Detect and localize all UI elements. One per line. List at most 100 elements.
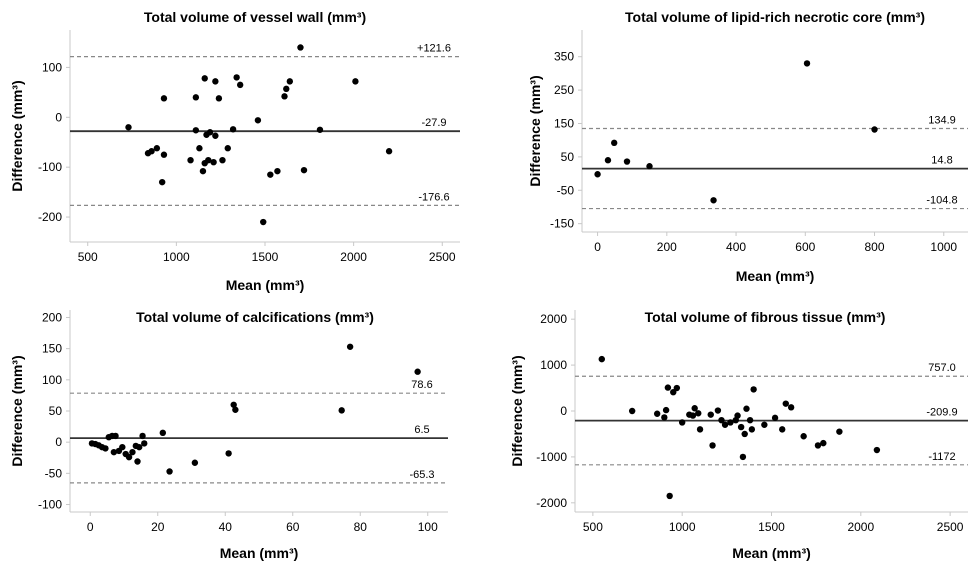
- data-point: [125, 453, 133, 461]
- data-point: [727, 419, 734, 426]
- data-point: [709, 442, 716, 449]
- data-point: [707, 411, 714, 418]
- data-point: [110, 448, 118, 456]
- data-point: [779, 426, 786, 433]
- data-point: [604, 157, 612, 164]
- data-point: [653, 410, 661, 417]
- y-tick-label: -200: [38, 210, 62, 224]
- data-point: [254, 117, 262, 124]
- y-tick-label: -100: [38, 498, 62, 512]
- data-point: [160, 95, 168, 102]
- y-tick-label: -1000: [536, 450, 567, 464]
- data-point: [316, 126, 324, 133]
- data-point: [125, 124, 132, 131]
- x-axis-label: Mean (mm³): [226, 277, 305, 293]
- data-point: [224, 145, 231, 152]
- y-tick-label: 50: [49, 404, 63, 418]
- x-tick-label: 1000: [669, 520, 696, 534]
- data-point: [714, 407, 722, 414]
- x-tick-label: 600: [795, 240, 815, 254]
- chart-title: Total volume of fibrous tissue (mm³): [645, 309, 886, 325]
- data-point: [385, 148, 393, 155]
- data-point: [229, 126, 237, 133]
- data-point: [594, 171, 601, 178]
- data-point: [281, 93, 288, 100]
- data-point: [160, 151, 168, 158]
- y-tick-label: 150: [554, 116, 574, 130]
- data-point: [192, 94, 200, 101]
- y-tick-label: 0: [560, 404, 567, 418]
- mean-difference-label: -209.9: [926, 407, 957, 419]
- data-point: [761, 421, 768, 428]
- chart-panel-vessel-wall: Total volume of vessel wall (mm³)1000-10…: [9, 9, 460, 293]
- data-point: [119, 443, 126, 451]
- data-point: [233, 74, 240, 81]
- x-tick-label: 0: [594, 240, 601, 254]
- data-point: [192, 127, 200, 134]
- data-point: [141, 440, 148, 447]
- data-point: [748, 426, 756, 433]
- data-point: [201, 75, 208, 82]
- x-tick-label: 1500: [252, 250, 279, 264]
- data-point: [210, 158, 217, 166]
- chart-title: Total volume of lipid-rich necrotic core…: [625, 9, 925, 25]
- data-point: [695, 410, 702, 417]
- data-point: [666, 492, 673, 500]
- data-point: [750, 386, 757, 393]
- x-tick-label: 1000: [163, 250, 190, 264]
- data-point: [873, 446, 881, 454]
- y-tick-label: 0: [55, 435, 62, 449]
- data-point: [664, 384, 672, 391]
- data-point: [678, 419, 686, 426]
- data-point: [623, 158, 631, 165]
- x-tick-label: 2000: [340, 250, 367, 264]
- x-tick-label: 2500: [429, 250, 456, 264]
- data-point: [297, 44, 304, 51]
- data-point: [196, 145, 203, 152]
- data-point: [673, 384, 681, 392]
- x-tick-label: 60: [286, 520, 300, 534]
- x-tick-label: 500: [78, 250, 98, 264]
- data-point: [267, 171, 274, 178]
- data-point: [283, 85, 290, 93]
- data-point: [739, 453, 747, 461]
- y-tick-label: -50: [45, 466, 63, 480]
- data-point: [158, 178, 166, 186]
- mean-difference-label: 14.8: [931, 155, 952, 167]
- y-tick-label: 0: [55, 110, 62, 124]
- data-point: [300, 166, 308, 174]
- y-axis-label: Difference (mm³): [527, 75, 543, 186]
- data-point: [628, 407, 636, 415]
- data-point: [803, 60, 811, 67]
- data-point: [746, 416, 754, 424]
- y-tick-label: 1000: [540, 358, 567, 372]
- data-point: [274, 167, 281, 175]
- mean-difference-label: -27.9: [421, 117, 446, 129]
- data-point: [129, 448, 136, 456]
- data-point: [236, 81, 244, 89]
- chart-panel-calcifications: Total volume of calcifications (mm³)2001…: [9, 309, 448, 561]
- data-point: [737, 423, 745, 431]
- data-point: [800, 433, 807, 440]
- data-point: [206, 129, 214, 136]
- x-tick-label: 1000: [930, 240, 957, 254]
- data-point: [696, 426, 704, 433]
- data-point: [741, 430, 748, 438]
- data-point: [187, 156, 194, 164]
- data-point: [230, 401, 237, 408]
- y-tick-label: 50: [561, 150, 575, 164]
- y-tick-label: 100: [42, 373, 62, 387]
- data-point: [219, 156, 226, 164]
- y-tick-label: 350: [554, 50, 574, 64]
- data-point: [710, 197, 717, 204]
- data-point: [286, 78, 294, 85]
- y-tick-label: -50: [557, 183, 575, 197]
- chart-panel-lipid-core: Total volume of lipid-rich necrotic core…: [527, 9, 968, 284]
- x-axis-label: Mean (mm³): [732, 545, 811, 561]
- x-tick-label: 20: [151, 520, 165, 534]
- data-point: [743, 405, 750, 412]
- upper-limit-label: 134.9: [928, 115, 956, 127]
- data-point: [661, 414, 668, 421]
- y-tick-label: -2000: [536, 496, 567, 510]
